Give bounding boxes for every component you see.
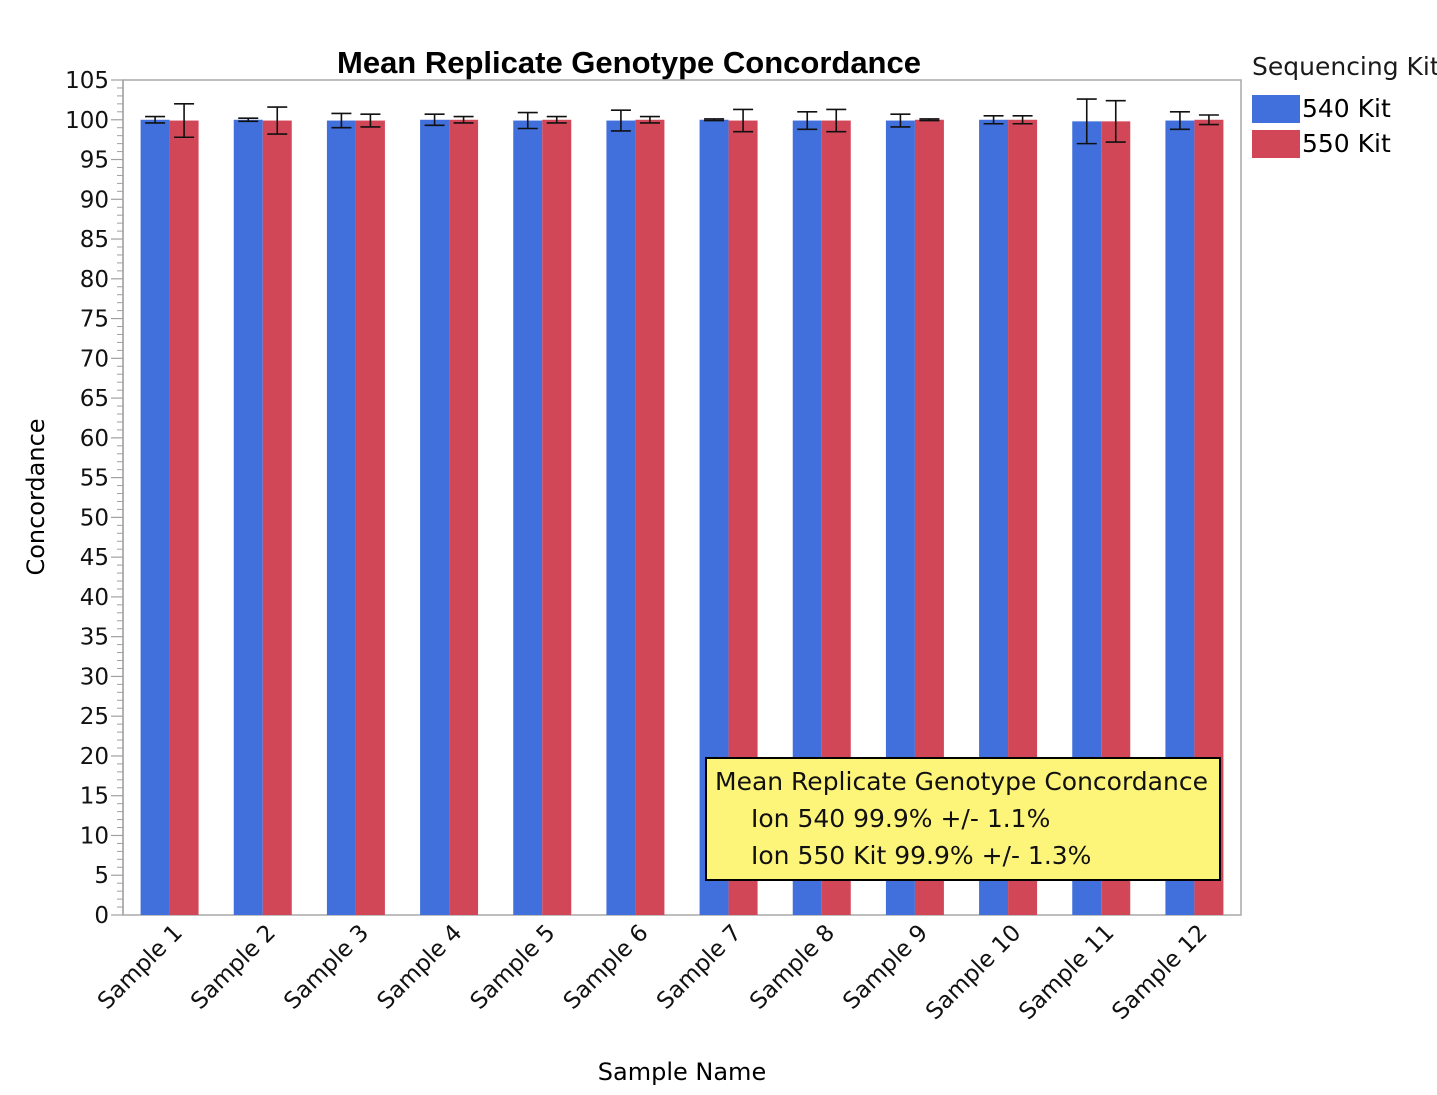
y-tick-label: 55 (80, 466, 109, 492)
x-tick-label: Sample 10 (921, 920, 1026, 1025)
bar-540-kit-sample-6[interactable] (606, 120, 636, 916)
bar-540-kit-sample-2[interactable] (233, 119, 263, 915)
plot-layer: 0 5 10 15 20 25 30 35 40 45 50 55 60 65 70 75 80 85 90 95 10… (65, 68, 1224, 1025)
y-axis-label: Concordance (22, 418, 50, 575)
y-tick-label: 80 (80, 267, 109, 293)
y-tick-label: 60 (80, 426, 109, 452)
legend-title: Sequencing Kit (1252, 52, 1437, 81)
bar-550-kit-sample-2[interactable] (262, 120, 292, 916)
y-tick-label: 105 (65, 68, 109, 94)
bar-550-kit-sample-6[interactable] (635, 119, 665, 915)
y-tick-label: 5 (94, 863, 109, 889)
y-tick-label: 65 (80, 386, 109, 412)
x-tick-label: Sample 6 (559, 920, 654, 1015)
x-tick-label: Sample 2 (186, 920, 281, 1015)
bar-540-kit-sample-5[interactable] (513, 120, 543, 916)
bar-550-kit-sample-5[interactable] (542, 119, 572, 915)
legend-item-550-kit[interactable]: 550 Kit (1252, 126, 1437, 161)
y-tick-label: 85 (80, 227, 109, 253)
y-tick-label: 70 (80, 346, 109, 372)
tooltip-line-540: Ion 540 99.9% +/- 1.1% (751, 804, 1051, 833)
y-tick-label: 15 (80, 784, 109, 810)
bar-550-kit-sample-3[interactable] (355, 120, 385, 916)
legend-item-540-kit[interactable]: 540 Kit (1252, 91, 1437, 126)
x-tick-label: Sample 11 (1014, 920, 1119, 1025)
tooltip-line-550: Ion 550 Kit 99.9% +/- 1.3% (751, 841, 1092, 870)
y-tick-label: 0 (94, 903, 109, 929)
bar-550-kit-sample-1[interactable] (169, 120, 199, 916)
legend: Sequencing Kit 540 Kit 550 Kit (1252, 52, 1437, 161)
x-tick-label: Sample 4 (372, 920, 467, 1015)
y-tick-label: 100 (65, 108, 109, 134)
y-tick-label: 30 (80, 664, 109, 690)
y-tick-label: 75 (80, 307, 109, 333)
x-tick-label: Sample 12 (1107, 920, 1212, 1025)
y-tick-label: 45 (80, 545, 109, 571)
y-tick-label: 10 (80, 823, 109, 849)
y-tick-label: 35 (80, 625, 109, 651)
legend-label-550-kit: 550 Kit (1302, 129, 1391, 158)
x-axis-label: Sample Name (598, 1058, 766, 1086)
chart-title: Mean Replicate Genotype Concordance (337, 45, 921, 80)
bar-550-kit-sample-4[interactable] (449, 119, 479, 915)
y-tick-label: 50 (80, 505, 109, 531)
y-tick-label: 90 (80, 187, 109, 213)
x-tick-label: Sample 9 (838, 920, 933, 1015)
tooltip-title: Mean Replicate Genotype Concordance (715, 767, 1208, 796)
bar-540-kit-sample-3[interactable] (326, 120, 356, 916)
y-tick-label: 25 (80, 704, 109, 730)
legend-swatch-550-kit (1252, 129, 1300, 158)
legend-swatch-540-kit (1252, 94, 1300, 123)
hover-tooltip: Mean Replicate Genotype Concordance Ion … (705, 757, 1221, 881)
y-tick-label: 40 (80, 585, 109, 611)
x-tick-label: Sample 5 (466, 920, 561, 1015)
y-tick-label: 20 (80, 744, 109, 770)
legend-label-540-kit: 540 Kit (1302, 94, 1391, 123)
x-tick-label: Sample 3 (279, 920, 374, 1015)
x-tick-label: Sample 1 (93, 920, 188, 1015)
x-tick-label: Sample 8 (745, 920, 840, 1015)
bar-540-kit-sample-4[interactable] (420, 119, 450, 915)
bar-540-kit-sample-1[interactable] (140, 119, 170, 915)
x-tick-label: Sample 7 (652, 920, 747, 1015)
y-tick-label: 95 (80, 148, 109, 174)
